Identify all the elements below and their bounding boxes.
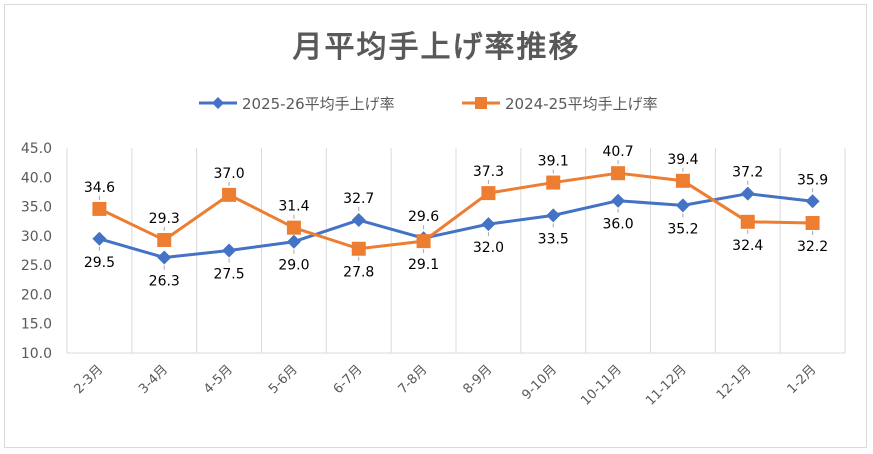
x-tick-label: 2-3月: [71, 362, 106, 397]
data-point-2024-25: [546, 175, 561, 190]
data-label: 32.2: [797, 239, 828, 255]
x-tick-label: 9-10月: [519, 362, 560, 403]
data-label: 29.0: [278, 258, 309, 274]
x-tick-label: 6-7月: [331, 362, 366, 397]
data-point-2024-25: [222, 187, 237, 202]
data-label: 39.4: [667, 152, 698, 168]
data-point-2024-25: [481, 186, 496, 201]
data-label: 32.7: [343, 191, 374, 207]
legend-label-2025-26: 2025-26平均手上げ率: [242, 94, 395, 113]
data-label: 39.1: [538, 154, 569, 170]
legend-marker-diamond: [199, 97, 237, 109]
data-label: 37.3: [473, 164, 504, 180]
x-tick-label: 11-12月: [643, 362, 690, 409]
data-point-2025-26: [675, 198, 690, 213]
data-point-2024-25: [416, 234, 431, 249]
x-tick-label: 10-11月: [578, 362, 625, 409]
legend: 2025-26平均手上げ率 2024-25平均手上げ率: [0, 92, 873, 114]
legend-marker-square: [462, 97, 500, 109]
y-tick-label: 45.0: [21, 141, 52, 157]
data-point-2024-25: [611, 166, 626, 181]
data-point-2024-25: [92, 201, 107, 216]
y-tick-label: 40.0: [21, 170, 52, 186]
x-tick-label: 8-9月: [460, 362, 495, 397]
data-label: 27.8: [343, 265, 374, 281]
data-label: 32.0: [473, 240, 504, 256]
data-label: 29.3: [149, 211, 180, 227]
y-tick-label: 20.0: [21, 287, 52, 303]
x-tick-label: 1-2月: [785, 362, 820, 397]
x-tick-label: 5-6月: [266, 362, 301, 397]
data-point-2025-26: [611, 193, 626, 208]
chart-area: [4, 4, 867, 448]
y-tick-label: 35.0: [21, 200, 52, 216]
data-point-2024-25: [286, 220, 301, 235]
data-point-2025-26: [805, 194, 820, 209]
data-label: 32.4: [732, 238, 763, 254]
data-label: 33.5: [538, 231, 569, 247]
data-point-2024-25: [740, 214, 755, 229]
data-point-2024-25: [351, 241, 366, 256]
data-point-2025-26: [481, 217, 496, 232]
data-label: 35.9: [797, 172, 828, 188]
y-tick-label: 10.0: [21, 346, 52, 362]
legend-item-2025-26: 2025-26平均手上げ率: [197, 92, 395, 114]
series-line-2024-25: [98, 171, 813, 251]
data-label: 29.1: [408, 257, 439, 273]
data-label: 26.3: [149, 274, 180, 290]
series-line-2025-26: [99, 192, 813, 260]
data-label: 36.0: [602, 217, 633, 233]
x-tick-label: 12-1月: [714, 362, 755, 403]
legend-label-2024-25: 2024-25平均手上げ率: [505, 94, 658, 113]
x-tick-label: 3-4月: [136, 362, 171, 397]
data-label: 29.5: [84, 255, 115, 271]
y-tick-label: 30.0: [21, 229, 52, 245]
data-point-2025-26: [222, 243, 237, 258]
data-label: 37.0: [213, 166, 244, 182]
data-point-2025-26: [351, 213, 366, 228]
y-tick-label: 25.0: [21, 258, 52, 274]
data-label: 35.2: [667, 221, 698, 237]
data-point-2025-26: [286, 234, 301, 249]
data-point-2024-25: [157, 232, 172, 247]
data-label: 27.5: [213, 267, 244, 283]
data-point-2025-26: [740, 186, 755, 201]
x-tick-label: 4-5月: [201, 362, 236, 397]
legend-item-2024-25: 2024-25平均手上げ率: [460, 92, 658, 114]
data-label: 34.6: [84, 180, 115, 196]
data-label: 29.6: [408, 209, 439, 225]
data-point-2024-25: [675, 173, 690, 188]
data-label: 40.7: [602, 144, 633, 160]
y-tick-label: 15.0: [21, 317, 52, 333]
chart-title: 月平均手上げ率推移: [292, 30, 581, 65]
data-point-2025-26: [157, 250, 172, 265]
x-tick-label: 7-8月: [396, 362, 431, 397]
data-point-2025-26: [92, 231, 107, 246]
data-label: 31.4: [278, 199, 309, 215]
data-label: 37.2: [732, 165, 763, 181]
data-point-2024-25: [805, 215, 820, 230]
data-point-2025-26: [546, 208, 561, 223]
